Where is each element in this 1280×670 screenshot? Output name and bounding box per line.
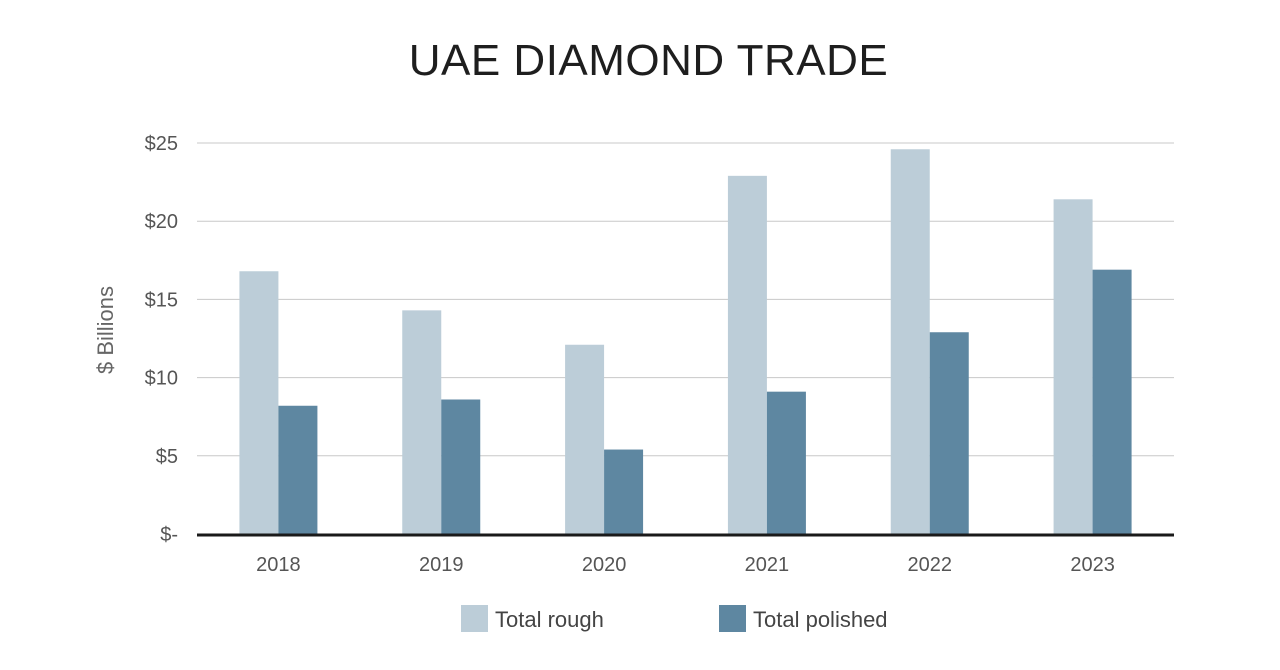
bar-total-rough-2018 bbox=[239, 271, 279, 534]
x-tick-label: 2021 bbox=[745, 554, 790, 576]
bar-total-polished-2019 bbox=[441, 399, 481, 534]
x-tick-label: 2019 bbox=[419, 554, 464, 576]
bars bbox=[239, 149, 1132, 535]
legend-item-total-polished: Total polished bbox=[719, 605, 888, 632]
chart-title: UAE DIAMOND TRADE bbox=[408, 36, 889, 85]
legend-label: Total rough bbox=[495, 607, 604, 632]
x-tick-label: 2020 bbox=[582, 554, 627, 576]
bar-total-polished-2018 bbox=[278, 405, 318, 534]
bar-total-polished-2023 bbox=[1092, 269, 1132, 534]
legend-item-total-rough: Total rough bbox=[461, 605, 604, 632]
bar-total-rough-2022 bbox=[890, 149, 930, 535]
gridlines bbox=[197, 142, 1174, 457]
x-tick-label: 2022 bbox=[908, 554, 953, 576]
x-tick-label: 2018 bbox=[256, 554, 301, 576]
bar-total-rough-2023 bbox=[1053, 199, 1093, 534]
x-tick-labels: 2018 2019 2020 2021 2022 2023 bbox=[256, 554, 1115, 576]
bar-total-rough-2021 bbox=[727, 175, 767, 534]
y-tick-label: $- bbox=[160, 524, 178, 546]
bar-total-polished-2021 bbox=[766, 391, 806, 534]
bar-total-polished-2020 bbox=[604, 449, 644, 534]
bar-total-rough-2020 bbox=[565, 344, 605, 534]
legend-swatch bbox=[719, 605, 746, 632]
y-tick-label: $15 bbox=[145, 289, 178, 311]
y-tick-labels: $- $5 $10 $15 $20 $25 bbox=[145, 133, 178, 546]
bar-total-polished-2022 bbox=[929, 332, 969, 534]
y-tick-label: $10 bbox=[145, 368, 178, 390]
y-tick-label: $25 bbox=[145, 133, 178, 155]
y-axis-title: $ Billions bbox=[93, 286, 118, 374]
y-tick-label: $20 bbox=[145, 211, 178, 233]
x-tick-label: 2023 bbox=[1070, 554, 1115, 576]
y-tick-label: $5 bbox=[156, 446, 178, 468]
legend: Total rough Total polished bbox=[461, 605, 888, 632]
bar-total-rough-2019 bbox=[402, 310, 442, 534]
legend-swatch bbox=[461, 605, 488, 632]
legend-label: Total polished bbox=[753, 607, 888, 632]
